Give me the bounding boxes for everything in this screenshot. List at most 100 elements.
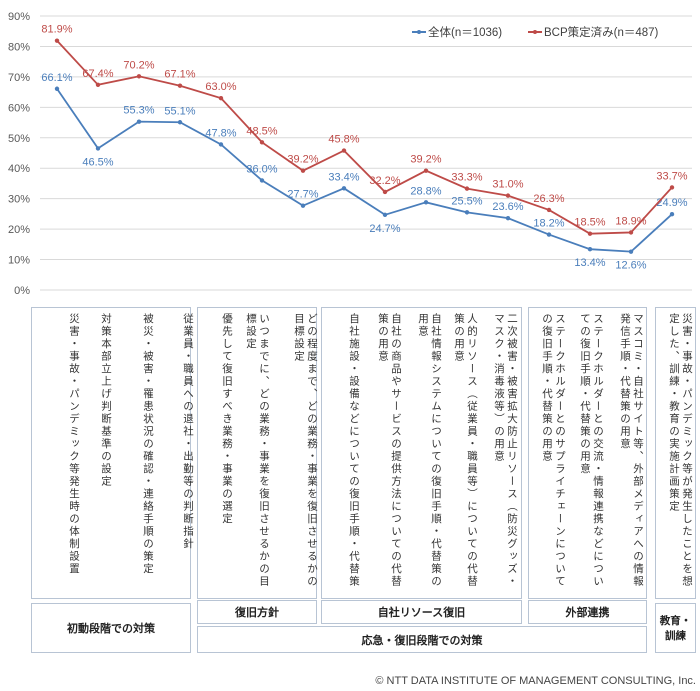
category-label: 自社の商品やサービスの提供方法についての代替策の用意 — [377, 313, 402, 588]
data-point — [177, 83, 183, 88]
data-label: 39.2% — [287, 154, 318, 166]
data-label: 27.7% — [287, 189, 318, 201]
data-point — [382, 212, 388, 218]
y-tick-label: 0% — [14, 285, 30, 297]
y-tick-label: 70% — [8, 72, 30, 84]
legend-label: 全体(n＝1036) — [428, 25, 502, 39]
legend-label: BCP策定済み(n＝487) — [544, 25, 659, 39]
data-point — [628, 230, 634, 235]
category-label: 従業員・職員への退社・出勤等の判断指針 — [182, 313, 194, 551]
data-label: 18.9% — [615, 215, 646, 227]
data-label: 26.3% — [533, 193, 564, 205]
category-label: マスコミ・自社サイト等、外部メディアへの情報発信手順・代替策の用意 — [619, 313, 644, 588]
data-label: 25.5% — [451, 195, 482, 207]
category-label: 自社施設・設備などについての復旧手順・代替策 — [348, 313, 360, 588]
data-label: 33.7% — [656, 170, 687, 182]
y-tick-label: 60% — [8, 102, 30, 114]
data-label: 70.2% — [123, 59, 154, 71]
y-tick-label: 40% — [8, 163, 30, 175]
data-point — [54, 86, 60, 91]
group-training: 教育・訓練 — [655, 603, 696, 653]
data-point — [341, 186, 347, 191]
label-box-training — [655, 307, 696, 599]
data-label: 32.2% — [369, 175, 400, 187]
copyright: © NTT DATA INSTITUTE OF MANAGEMENT CONSU… — [375, 675, 696, 687]
group-initial: 初動段階での対策 — [31, 603, 191, 653]
series-line — [56, 88, 673, 253]
data-point — [259, 178, 265, 183]
legend-marker — [533, 30, 537, 34]
data-label: 28.8% — [410, 185, 441, 197]
data-point — [464, 210, 470, 215]
data-label: 46.5% — [82, 156, 113, 168]
group-policy: 復旧方針 — [197, 600, 317, 624]
group-emergency: 応急・復旧段階での対策 — [197, 626, 647, 653]
data-point — [218, 142, 224, 147]
data-point — [546, 207, 552, 213]
data-point — [300, 203, 306, 208]
data-point — [136, 74, 142, 79]
data-label: 39.2% — [410, 154, 441, 166]
data-point — [546, 232, 552, 237]
data-label: 63.0% — [205, 81, 236, 93]
data-label: 55.3% — [123, 105, 154, 117]
data-point — [259, 140, 265, 145]
data-label: 81.9% — [41, 24, 72, 36]
line-chart: 0% 10% 20% 30% 40% 50% 60% 70% 80% 90% 66.1% 46.5% 5… — [8, 11, 692, 297]
data-label: 24.9% — [656, 197, 687, 209]
label-box-resources — [321, 307, 522, 599]
data-label: 47.8% — [205, 127, 236, 139]
data-label: 66.1% — [41, 72, 72, 84]
category-label: 対策本部立上げ判断基準の設定 — [100, 313, 112, 488]
label-box-initial — [31, 307, 191, 599]
data-point — [341, 148, 347, 153]
data-point — [669, 211, 675, 217]
label-box-policy — [197, 307, 317, 599]
category-label: 災害・事故・パンデミック等発生時の体制設置 — [68, 313, 80, 576]
data-point — [300, 168, 306, 173]
data-point — [95, 146, 101, 151]
data-label: 33.4% — [328, 171, 359, 183]
data-point — [628, 249, 634, 254]
y-tick-label: 50% — [8, 133, 30, 145]
category-label: 災害・事故・パンデミック等が発生したことを想定した、訓練・教育の実施計画策定 — [668, 313, 693, 588]
category-label: 被災・被害・罹患状況の確認・連絡手順の策定 — [142, 313, 154, 576]
data-point — [505, 215, 511, 221]
data-label: 55.1% — [164, 105, 195, 117]
data-point — [587, 247, 593, 252]
data-point — [95, 82, 101, 88]
category-label: 人的リソース（従業員・職員等）についての代替策の用意 — [453, 313, 478, 588]
data-label: 36.0% — [246, 163, 277, 175]
group-resources: 自社リソース復旧 — [321, 600, 522, 624]
category-label: ステークホルダーとの交流・情報連携などについての復旧手順・代替策の用意 — [579, 313, 604, 588]
category-label: いつまでに、どの業務・事業を復旧させるかの目標設定 — [245, 313, 270, 588]
category-label: どの程度まで、どの業務・事業を復旧させるかの目標設定 — [293, 313, 318, 588]
data-point — [218, 96, 224, 101]
data-point — [54, 38, 60, 43]
data-point — [464, 186, 470, 191]
data-label: 45.8% — [328, 134, 359, 146]
y-tick-label: 20% — [8, 224, 30, 236]
data-label: 33.3% — [451, 172, 482, 184]
category-label: 自社情報システムについての復旧手順・代替策の用意 — [417, 313, 442, 588]
data-point — [423, 168, 429, 173]
data-label: 24.7% — [369, 223, 400, 235]
legend-marker — [417, 30, 421, 34]
data-label: 67.4% — [82, 68, 113, 80]
data-label: 13.4% — [574, 257, 605, 269]
data-label: 31.0% — [492, 179, 523, 191]
y-tick-label: 90% — [8, 11, 30, 23]
label-box-external — [528, 307, 647, 599]
y-tick-label: 10% — [8, 255, 30, 267]
data-point — [505, 193, 511, 198]
category-label: 二次被害・被害拡大防止リソース（防災グッズ・マスク・消毒液等）の用意 — [493, 313, 518, 588]
data-label: 18.2% — [533, 218, 564, 230]
y-tick-label: 30% — [8, 194, 30, 206]
group-external: 外部連携 — [528, 600, 647, 624]
data-label: 67.1% — [164, 69, 195, 81]
data-point — [177, 120, 183, 125]
data-point — [587, 231, 593, 236]
data-label: 23.6% — [492, 201, 523, 213]
category-label: 優先して復旧すべき業務・事業の選定 — [221, 313, 233, 526]
category-label: ステークホルダーとのサプライチェーンについての復旧手順・代替策の用意 — [541, 313, 566, 588]
